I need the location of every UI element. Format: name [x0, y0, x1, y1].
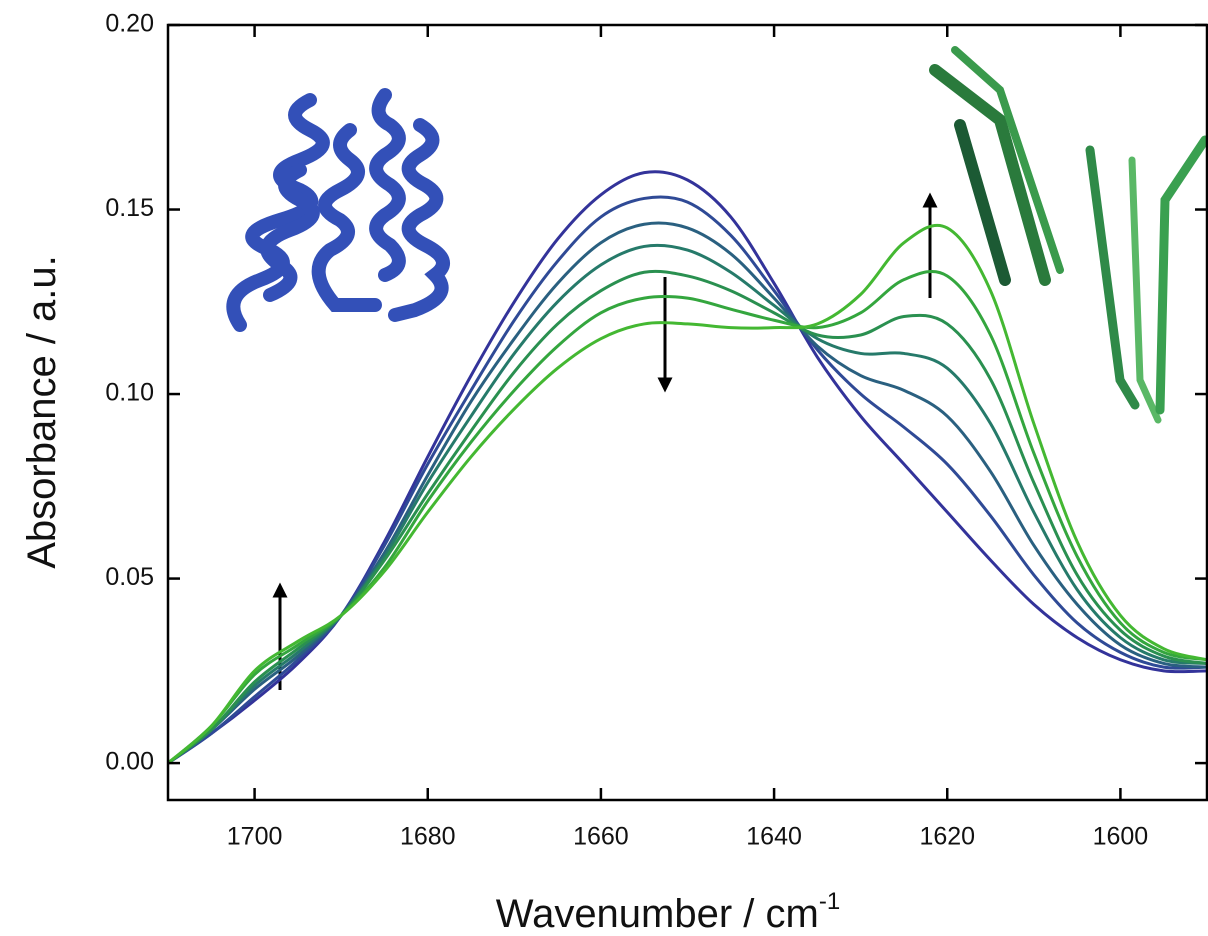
x-tick-label: 1660	[573, 823, 629, 851]
x-axis-label: Wavenumber / cm-1	[496, 888, 840, 936]
spectrum-line	[167, 223, 1208, 765]
plot-frame	[166, 23, 1208, 802]
x-axis-label-text: Wavenumber / cm	[496, 892, 819, 936]
y-tick-label: 0.10	[105, 379, 154, 407]
sheet-inset	[929, 46, 1208, 424]
y-tick-label: 0.00	[105, 748, 154, 776]
spectrum-line	[167, 269, 1208, 765]
y-tick-label: 0.15	[105, 194, 154, 222]
arrows	[272, 192, 938, 690]
x-tick-label: 1600	[1093, 823, 1149, 851]
y-axis-label: Absorbance / a.u.	[20, 255, 64, 569]
x-tick-label: 1680	[400, 823, 456, 851]
spectrum-line	[167, 269, 1208, 765]
x-axis-label-superscript: -1	[819, 888, 840, 915]
x-tick-label: 1620	[919, 823, 975, 851]
y-tick-label: 0.20	[105, 10, 154, 38]
helix-inset	[226, 88, 450, 332]
y-tick-label: 0.05	[105, 563, 154, 591]
x-tick-label: 1640	[746, 823, 802, 851]
x-tick-label: 1700	[227, 823, 283, 851]
